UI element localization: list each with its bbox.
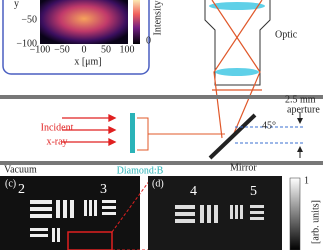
target-bars (30, 200, 116, 242)
x-tick: 50 (101, 44, 111, 55)
aperture-label: 2.5 mm (285, 94, 316, 105)
inset-frame (2, 0, 150, 75)
incident-label: x-ray (46, 136, 67, 147)
y-tick: −100 (16, 38, 37, 49)
x-tick: −50 (54, 44, 70, 55)
vacuum-label: Vacuum (4, 164, 37, 175)
zoom-box (67, 231, 113, 250)
crystal-label: Diamond:B (117, 165, 164, 176)
diamond-crystal (130, 113, 135, 153)
optic-label: Optic (275, 29, 298, 40)
emission (137, 117, 225, 151)
colorbar-label: Intensity (152, 1, 163, 36)
colorbar-label: [arb. units] (310, 200, 321, 244)
aperture-lines (235, 126, 305, 144)
panel-label: (c) (5, 178, 16, 189)
colorbar (133, 0, 140, 44)
colorbar-min: 0 (146, 35, 151, 46)
y-tick: −50 (21, 14, 37, 25)
lens (209, 2, 265, 10)
group-label: 3 (100, 182, 107, 197)
y-label: y (14, 0, 19, 9)
group-label: 5 (250, 184, 257, 199)
xray-arrows (62, 113, 117, 147)
mirror (208, 113, 257, 160)
group-label: 4 (190, 184, 197, 199)
x-tick: 0 (82, 44, 87, 55)
rays (211, 0, 263, 139)
aperture-arrowheads (297, 118, 303, 152)
heatmap (40, 0, 128, 44)
mirror-label: Mirror (230, 162, 257, 173)
incident-label: Incident (41, 122, 74, 133)
target-bars (175, 205, 264, 223)
chamber-wall (0, 95, 323, 99)
colorbar (289, 177, 301, 250)
optic-housing (204, 0, 271, 86)
group-label: 2 (18, 182, 25, 197)
x-tick: 100 (120, 44, 135, 55)
x-tick: −100 (30, 44, 51, 55)
panel-label: (d) (152, 178, 164, 189)
lens (215, 68, 259, 76)
aperture-label: aperture (287, 104, 320, 115)
angle-label: 45° (262, 120, 276, 131)
zoom-lines (111, 179, 151, 250)
colorbar-max: 1 (304, 175, 309, 186)
x-label: x [μm] (74, 56, 101, 67)
chamber-wall (0, 161, 323, 165)
